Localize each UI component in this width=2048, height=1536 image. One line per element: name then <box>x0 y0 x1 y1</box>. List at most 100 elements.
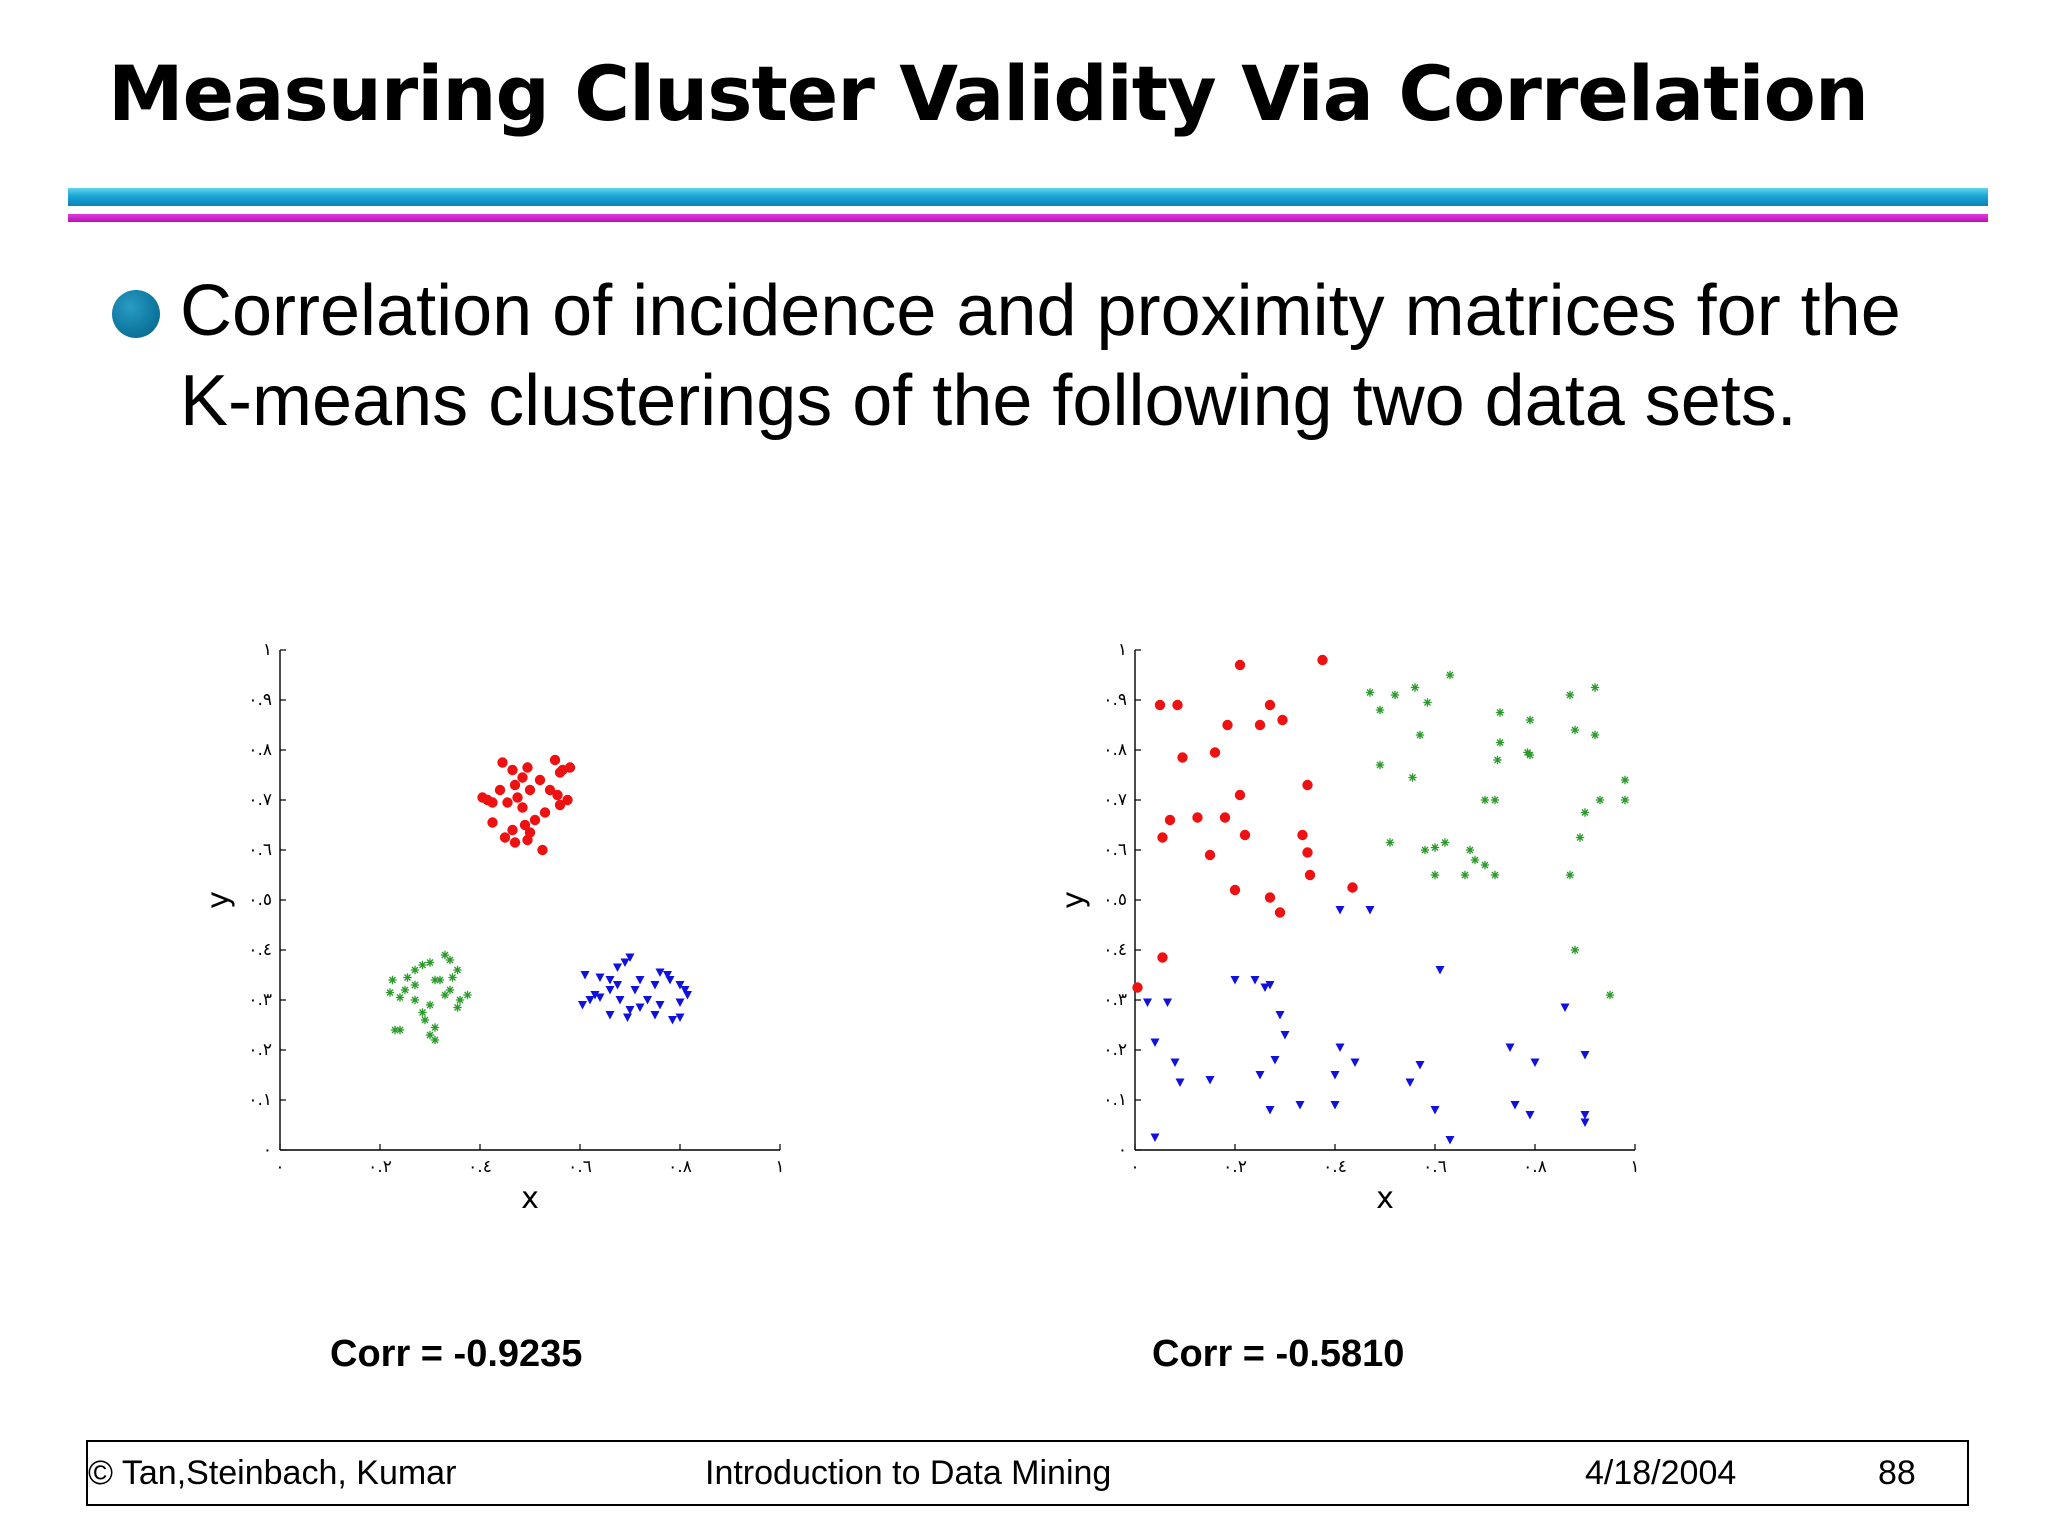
scatter-point-circle <box>1297 829 1308 841</box>
scatter-point-star <box>1465 845 1475 855</box>
scatter-point-star <box>388 975 397 985</box>
scatter-point-star <box>1410 683 1420 692</box>
footer-copyright: © Tan,Steinbach, Kumar <box>88 1454 457 1492</box>
y-tick-label: ٠.٨ <box>1103 740 1127 760</box>
scatter-point-triangle <box>1255 1071 1265 1080</box>
title-rule-magenta <box>68 214 1988 222</box>
scatter-chart-random: ٠ ٠.٢ ٠.٤ ٠.٦ ٠.٨ ١ ٠ ٠.١ ٠.٢ ٠.٣ ٠.٤ ٠.٥ ٠.٦ ٠.٧ ٠.٨ ٠… <box>1056 640 1640 1216</box>
scatter-point-circle <box>1164 814 1176 826</box>
x-tick-label: ١ <box>1630 1157 1639 1177</box>
scatter-point-circle <box>1209 747 1221 758</box>
scatter-point-circle <box>524 784 536 796</box>
slide-footer: © Tan,Steinbach, Kumar Introduction to D… <box>86 1440 1969 1506</box>
y-tick-label: ٠.٢ <box>1103 1040 1127 1060</box>
x-tick-label: ٠.٢ <box>368 1157 392 1177</box>
scatter-point-triangle <box>665 976 675 985</box>
scatter-point-triangle <box>615 996 625 1005</box>
scatter-point-triangle <box>635 976 645 985</box>
x-tick-label: ٠.٨ <box>1523 1157 1547 1177</box>
scatter-point-circle <box>539 807 551 818</box>
scatter-point-circle <box>554 767 566 778</box>
y-tick-label: ٠.٨ <box>248 740 272 760</box>
scatter-point-circle <box>482 794 493 806</box>
scatter-point-circle <box>554 799 566 811</box>
scatter-point-star <box>1590 683 1600 692</box>
x-axis-label: x <box>521 1181 539 1216</box>
x-tick-label: ٠.٦ <box>1423 1157 1447 1177</box>
scatter-point-circle <box>497 757 508 768</box>
scatter-point-triangle <box>1365 906 1375 915</box>
scatter-point-triangle <box>578 1001 587 1010</box>
scatter-point-star <box>1620 795 1630 805</box>
scatter-point-triangle <box>623 1013 632 1022</box>
scatter-point-star <box>1440 838 1450 847</box>
scatter-point-triangle <box>643 996 652 1005</box>
scatter-point-circle <box>1254 719 1266 731</box>
y-tick-label: ٠.٤ <box>248 940 272 960</box>
scatter-point-star <box>1580 808 1590 817</box>
scatter-point-circle <box>537 844 548 856</box>
bullet-dot-icon <box>112 290 160 338</box>
scatter-point-circle <box>517 802 528 813</box>
y-tick-label: ٠.٥ <box>1103 890 1127 910</box>
scatter-chart-well-separated: ٠ ٠.٢ ٠.٤ ٠.٦ ٠.٨ ١ ٠ ٠.١ ٠.٢ ٠.٣ ٠.٤ ٠.٥ ٠.٦ ٠.٧ ٠.٨ ٠… <box>201 640 785 1216</box>
scatter-point-triangle <box>1580 1051 1590 1060</box>
x-tick-label: ٠ <box>1130 1157 1139 1177</box>
scatter-point-star <box>1495 708 1505 717</box>
scatter-point-star <box>1605 990 1615 1000</box>
scatter-point-circle <box>1192 812 1203 823</box>
scatter-point-star <box>445 985 455 995</box>
y-tick-label: ٠.٤ <box>1103 940 1127 960</box>
scatter-point-triangle <box>1350 1058 1360 1067</box>
scatter-point-star <box>1430 870 1440 880</box>
scatter-point-star <box>1423 698 1432 707</box>
x-tick-label: ٠.٤ <box>468 1157 492 1177</box>
y-tick-label: ٠ <box>1118 1140 1127 1160</box>
scatter-point-triangle <box>1445 1136 1455 1145</box>
scatter-point-star <box>1415 730 1425 740</box>
scatter-point-star <box>1460 870 1470 880</box>
scatter-point-star <box>1495 738 1505 747</box>
y-tick-label: ٠.٦ <box>248 840 272 860</box>
y-tick-label: ٠.١ <box>248 1090 272 1110</box>
x-axis-label: x <box>1376 1181 1394 1216</box>
scatter-point-triangle <box>1430 1106 1440 1115</box>
y-tick-label: ٠.٥ <box>248 890 272 910</box>
scatter-point-circle <box>1347 882 1358 893</box>
scatter-point-triangle <box>1280 1031 1290 1040</box>
scatter-point-star <box>1385 838 1395 847</box>
scatter-point-star <box>420 1015 430 1025</box>
scatter-point-triangle <box>590 991 600 1000</box>
scatter-point-circle <box>1274 907 1286 918</box>
y-tick-label: ٠.١ <box>1103 1090 1127 1110</box>
y-tick-label: ٠.٩ <box>248 690 272 710</box>
scatter-point-star <box>395 1025 405 1035</box>
scatter-point-circle <box>544 784 556 796</box>
scatter-point-triangle <box>650 981 660 990</box>
scatter-point-star <box>440 950 450 960</box>
scatter-point-triangle <box>605 976 615 985</box>
scatter-point-circle <box>1264 699 1276 711</box>
scatter-point-star <box>1620 775 1630 785</box>
title-rule-cyan <box>68 188 1988 206</box>
y-tick-label: ٠.٢ <box>248 1040 272 1060</box>
scatter-point-circle <box>562 794 573 806</box>
scatter-point-circle <box>1229 884 1241 896</box>
scatter-point-triangle <box>605 1011 615 1020</box>
scatter-point-star <box>1493 755 1502 765</box>
scatter-point-triangle <box>1170 1058 1180 1067</box>
scatter-point-circle <box>564 762 576 773</box>
correlation-caption-right: Corr = -0.5810 <box>1152 1333 1405 1375</box>
scatter-point-triangle <box>613 963 622 972</box>
scatter-point-star <box>1570 725 1580 735</box>
scatter-point-star <box>463 990 472 1000</box>
scatter-point-triangle <box>630 986 640 995</box>
scatter-point-star <box>453 965 462 975</box>
scatter-point-star <box>1565 870 1575 880</box>
scatter-point-star <box>445 955 455 965</box>
scatter-point-circle <box>1222 719 1233 731</box>
scatter-point-triangle <box>620 958 630 967</box>
scatter-point-star <box>385 988 395 997</box>
scatter-point-circle <box>1219 812 1231 823</box>
footer-page-number: 88 <box>1878 1454 1916 1492</box>
